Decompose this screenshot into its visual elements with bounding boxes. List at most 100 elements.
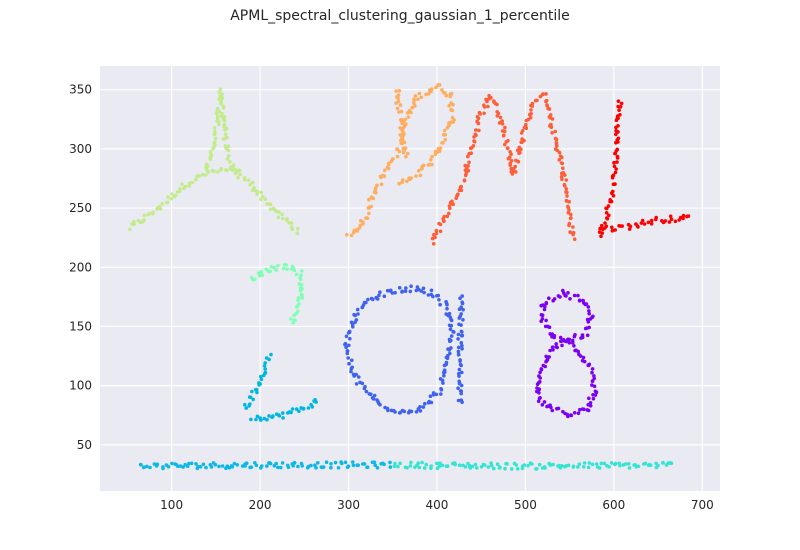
data-point bbox=[426, 91, 431, 96]
data-point bbox=[216, 114, 220, 119]
data-point bbox=[434, 228, 439, 233]
data-point bbox=[554, 342, 558, 346]
data-point bbox=[224, 168, 228, 172]
data-point bbox=[435, 294, 439, 298]
data-point bbox=[358, 223, 363, 228]
data-point bbox=[458, 463, 462, 468]
data-point bbox=[242, 176, 247, 180]
data-point bbox=[636, 225, 640, 229]
data-point bbox=[271, 414, 275, 418]
data-point bbox=[434, 392, 439, 397]
data-point bbox=[145, 464, 149, 469]
data-point bbox=[390, 157, 395, 161]
data-point bbox=[219, 98, 223, 102]
data-point bbox=[515, 148, 520, 153]
data-point bbox=[430, 162, 434, 167]
data-point bbox=[409, 460, 413, 465]
data-point bbox=[447, 311, 452, 316]
data-point bbox=[628, 224, 633, 229]
data-point bbox=[418, 409, 423, 413]
x-tick-label: 600 bbox=[602, 498, 625, 512]
data-point bbox=[447, 211, 451, 216]
data-point bbox=[255, 390, 259, 395]
data-point bbox=[401, 150, 406, 155]
data-point bbox=[445, 306, 449, 311]
data-point bbox=[367, 211, 371, 216]
data-point bbox=[586, 408, 591, 413]
data-point bbox=[372, 460, 377, 465]
data-point bbox=[460, 347, 464, 351]
data-point bbox=[395, 147, 400, 151]
data-point bbox=[217, 464, 221, 469]
data-point bbox=[509, 152, 513, 156]
data-point bbox=[537, 396, 542, 401]
data-point bbox=[486, 465, 491, 469]
data-point bbox=[539, 367, 544, 372]
data-point bbox=[408, 289, 413, 294]
data-point bbox=[585, 333, 590, 338]
data-point bbox=[560, 343, 564, 348]
data-point bbox=[542, 307, 547, 312]
y-tick-label: 200 bbox=[69, 260, 92, 274]
data-point bbox=[458, 185, 463, 189]
data-point bbox=[255, 189, 260, 194]
data-point bbox=[681, 216, 685, 221]
data-point bbox=[399, 109, 404, 114]
data-point bbox=[457, 374, 461, 378]
data-point bbox=[627, 466, 632, 470]
data-point bbox=[329, 462, 333, 466]
data-point bbox=[408, 464, 413, 468]
data-point bbox=[298, 277, 303, 282]
data-point bbox=[522, 463, 527, 467]
data-point bbox=[612, 160, 616, 165]
data-point bbox=[403, 289, 408, 294]
data-point bbox=[472, 139, 477, 144]
data-point bbox=[438, 461, 442, 466]
data-point bbox=[562, 182, 567, 187]
data-point bbox=[460, 400, 464, 405]
data-point bbox=[416, 97, 420, 102]
data-point bbox=[616, 130, 620, 134]
data-point bbox=[526, 463, 530, 468]
data-point bbox=[580, 358, 585, 363]
data-point bbox=[456, 337, 460, 341]
data-point bbox=[429, 157, 433, 162]
data-point bbox=[590, 367, 595, 371]
data-point bbox=[213, 140, 217, 144]
data-point bbox=[426, 400, 431, 405]
data-point bbox=[148, 465, 152, 470]
data-point bbox=[503, 466, 507, 471]
data-point bbox=[372, 393, 377, 398]
data-point bbox=[386, 408, 390, 413]
data-point bbox=[557, 158, 561, 162]
data-point bbox=[247, 395, 252, 399]
x-tick-label: 200 bbox=[249, 498, 272, 512]
data-point bbox=[560, 155, 564, 160]
data-point bbox=[577, 352, 581, 357]
data-point bbox=[458, 296, 462, 301]
data-point bbox=[403, 146, 408, 150]
data-point bbox=[613, 462, 617, 467]
data-point bbox=[508, 163, 512, 167]
data-point bbox=[397, 286, 402, 290]
data-point bbox=[627, 227, 632, 231]
data-point bbox=[230, 465, 235, 469]
data-points bbox=[128, 83, 691, 471]
data-point bbox=[458, 381, 462, 386]
data-point bbox=[178, 187, 182, 191]
data-point bbox=[224, 126, 229, 131]
data-point bbox=[206, 170, 210, 174]
data-point bbox=[463, 465, 468, 469]
data-point bbox=[514, 158, 518, 163]
data-point bbox=[264, 356, 269, 360]
data-point bbox=[640, 218, 645, 223]
data-point bbox=[165, 200, 170, 205]
data-point bbox=[444, 362, 449, 367]
data-point bbox=[564, 198, 569, 203]
data-point bbox=[208, 150, 213, 154]
data-point bbox=[447, 337, 452, 342]
data-point bbox=[200, 173, 205, 177]
data-point bbox=[572, 334, 577, 339]
data-point bbox=[217, 122, 221, 127]
data-point bbox=[661, 461, 665, 465]
